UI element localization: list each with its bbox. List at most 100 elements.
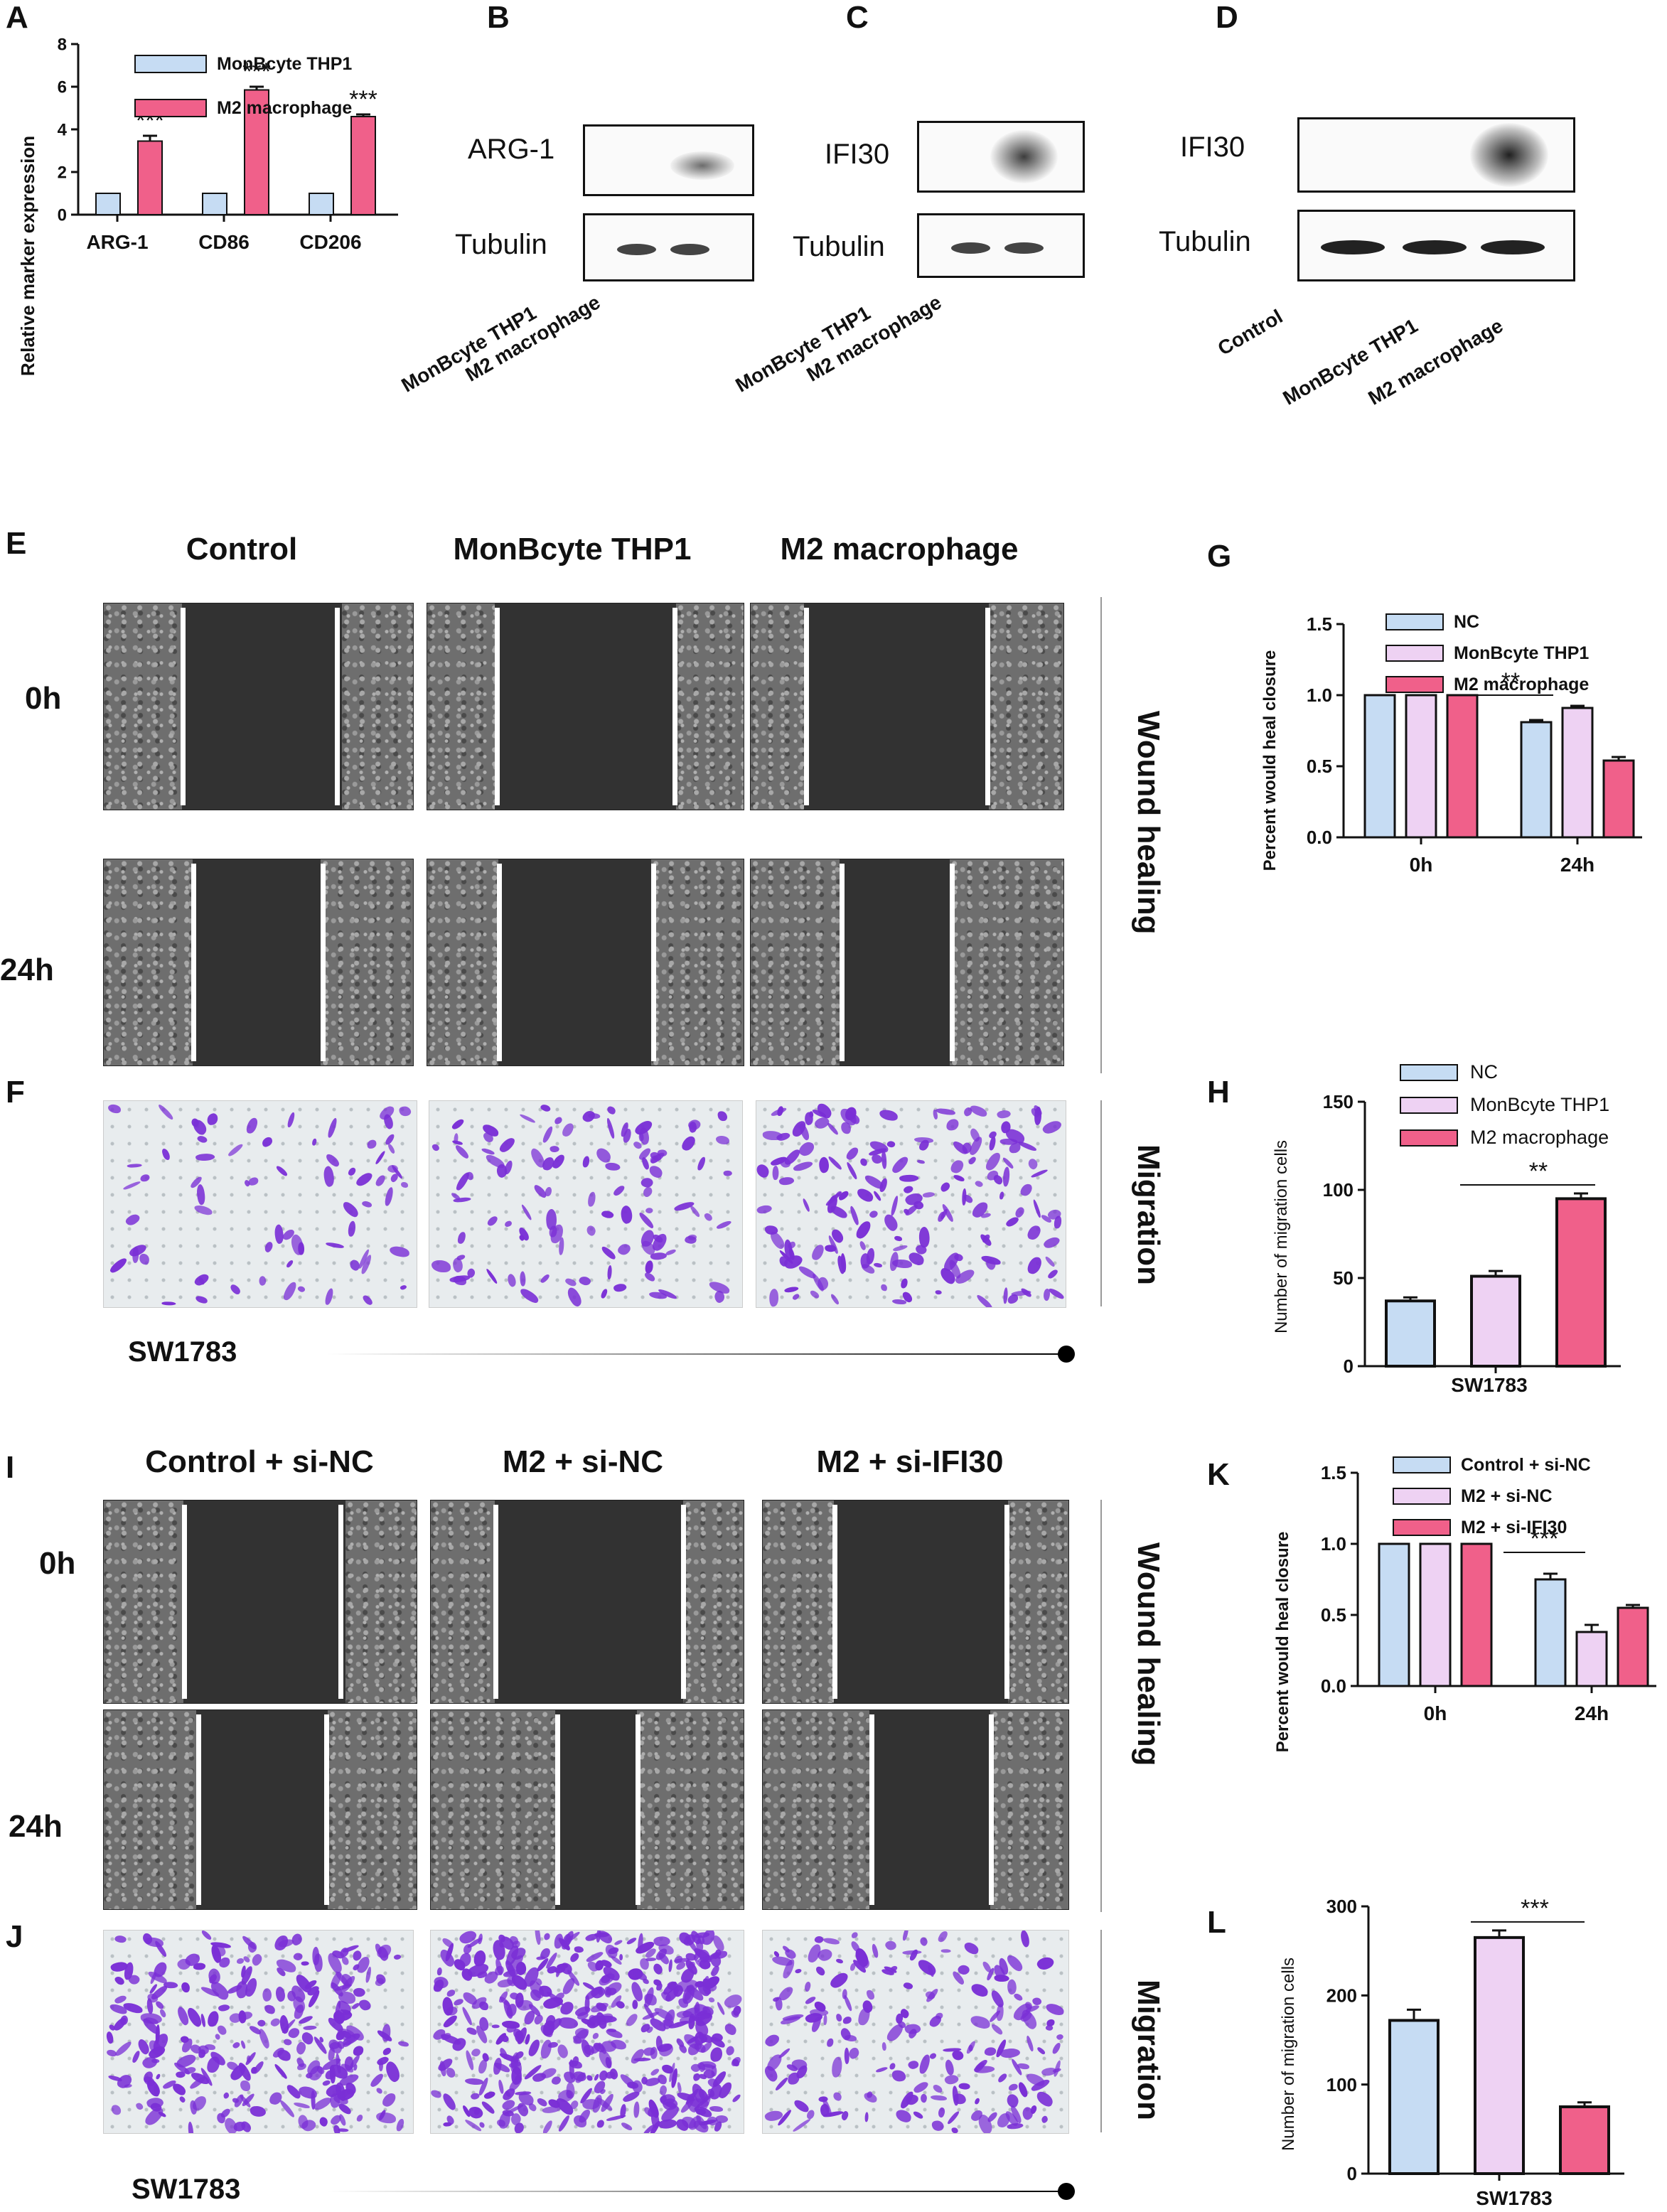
stained-cell [337,2112,348,2127]
stained-cell [715,1135,729,1144]
stained-cell [606,2028,616,2033]
chart-k-bar [1534,1578,1567,1687]
chart-h-bar [1555,1197,1607,1368]
stained-cell [906,2058,920,2071]
chart-l-ylabel: Number of migration cells [1279,1958,1298,2151]
stained-cell [1006,1978,1019,1995]
stained-cell [633,2101,640,2118]
chart-k-bar [1460,1542,1493,1687]
chart-h-xlabel: SW1783 [1451,1374,1527,1396]
stained-cell [946,1119,959,1131]
stained-cell [111,2105,122,2115]
stained-cell [338,2127,349,2132]
stained-cell [397,2041,409,2047]
f-cell-line-label: SW1783 [128,1336,237,1368]
blot-b-loading-label: Tubulin [455,229,547,260]
stained-cell [894,1236,903,1242]
stained-cell [340,1200,361,1220]
stained-cell [114,1933,127,1944]
stained-cell [187,2121,195,2133]
stained-cell [975,1293,995,1307]
chart-g-y-tick-label: 0.0 [1307,827,1332,848]
panel-label-l: L [1207,1905,1226,1940]
migration-image-m2-siifi30 [762,1930,1069,2134]
stained-cell [520,1203,533,1221]
e-column-title-3: M2 macrophage [780,532,1019,567]
stained-cell [1044,2002,1066,2016]
stained-cell [352,2045,364,2056]
i-row-label-0h: 0h [39,1546,76,1581]
stained-cell [823,2014,827,2026]
wound-image-m2-sinc-0h [430,1500,744,1704]
stained-cell [527,2038,542,2058]
chart-k-y-tick-label: 1.5 [1321,1462,1346,1483]
stained-cell [503,1159,514,1175]
chart-a-legend: MonBcyte THP1 M2 macrophage [134,54,352,118]
stained-cell [124,1211,141,1228]
stained-cell [131,2049,141,2064]
stained-cell [483,2089,497,2101]
stained-cell [836,2013,842,2022]
stained-cell [859,1157,869,1166]
stained-cell [376,2112,397,2124]
stained-cell [454,1132,459,1144]
i-column-title-1: Control + si-NC [145,1444,374,1479]
stained-cell [542,1125,554,1144]
chart-a-y-tick-label: 4 [58,120,68,139]
stained-cell [731,2093,742,2104]
stained-cell [477,1933,483,1945]
stained-cell [1044,1255,1057,1268]
stained-cell [628,1980,645,2003]
stained-cell [559,1237,564,1256]
stained-cell [899,1174,920,1183]
stained-cell [880,1284,888,1292]
blot-d-target [1297,117,1575,193]
chart-l-y-tick-label: 100 [1326,2074,1357,2095]
panel-label-e: E [6,526,27,561]
panel-label-b: B [487,0,510,35]
stained-cell [939,1181,952,1193]
stained-cell [983,1150,1002,1173]
stained-cell [918,1936,930,1947]
stained-cell [208,2010,219,2027]
stained-cell [453,1143,471,1160]
stained-cell [793,1159,814,1174]
blot-c-target-label: IFI30 [825,139,890,170]
stained-cell [277,2098,296,2118]
chart-k-legend-label: M2 + si-IFI30 [1461,1518,1567,1537]
stained-cell [919,2093,928,2103]
j-side-label: Migration [1131,1980,1166,2120]
chart-a-bar [244,89,269,215]
stained-cell [250,2105,267,2117]
stained-cell [668,1959,673,1972]
stained-cell [756,1162,771,1179]
wound-image-m2-0h [750,603,1064,810]
chart-a-xlabels: ARG-1 CD86 CD206 [86,231,361,253]
stained-cell [1004,2093,1021,2109]
chart-k-x-tick-label: 0h [1424,1702,1447,1724]
stained-cell [891,2068,906,2082]
stained-cell [864,2112,869,2122]
chart-g-bar [1363,694,1396,839]
stained-cell [607,1265,612,1279]
stained-cell [848,1206,861,1227]
i-side-label: Wound healing [1131,1542,1166,1766]
blot-d-loading-label: Tubulin [1159,226,1251,257]
wound-image-control-sinc-24h [103,1709,417,1910]
chart-h-legend-swatch [1400,1064,1458,1081]
stained-cell [375,2087,384,2095]
stained-cell [235,1980,249,1999]
chart-k-y-tick-label: 1.0 [1321,1533,1346,1555]
stained-cell [835,1958,843,1964]
chart-k-legend-label: M2 + si-NC [1461,1486,1553,1506]
stained-cell [832,2056,843,2078]
chart-k-bar [1378,1542,1410,1687]
stained-cell [916,1159,926,1164]
stained-cell [274,1164,289,1177]
stained-cell [347,1166,357,1178]
stained-cell [1008,2083,1019,2091]
stained-cell [273,1224,285,1245]
chart-l-bar [1388,2019,1440,2175]
stained-cell [881,2041,887,2051]
stained-cell [788,2072,800,2085]
